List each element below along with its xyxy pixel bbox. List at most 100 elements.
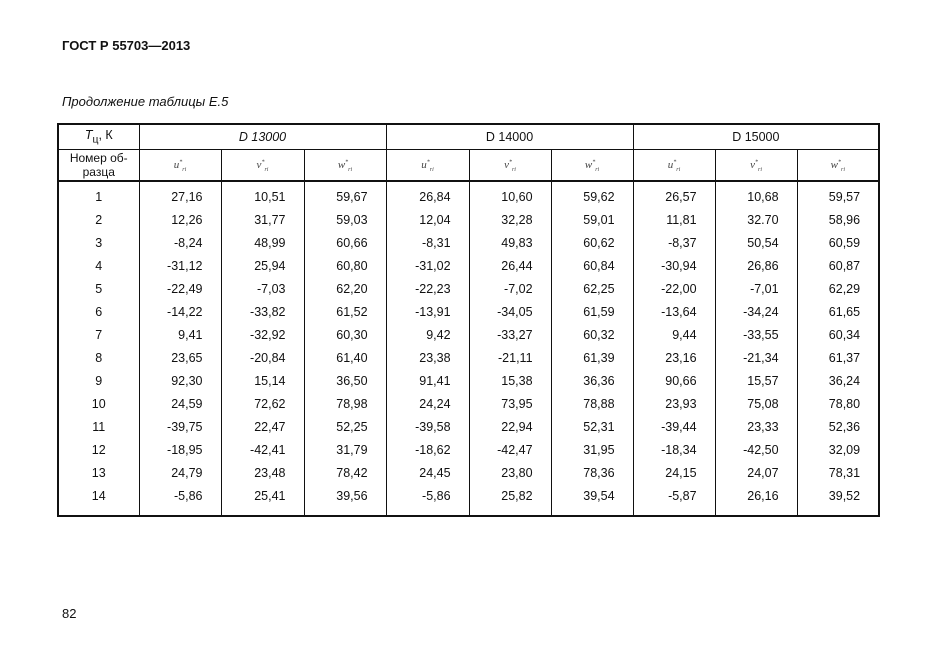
- cell: 60,66: [303, 231, 387, 254]
- cell: 39,54: [550, 484, 634, 507]
- cell: -7,01: [714, 277, 798, 300]
- symbol-sup: *: [755, 159, 758, 166]
- data-row: 5 -22,49 -7,03 62,20 -22,23 -7,02 62,25 -22,00-…: [57, 277, 880, 300]
- symbol-base: w: [584, 158, 593, 171]
- symbol-base: u: [667, 158, 674, 171]
- row-index: 8: [57, 346, 140, 369]
- data-row: 4 -31,12 25,94 60,80 -31,02 26,44 60,84 -30,94 2…: [57, 254, 880, 277]
- doc-header: ГОСТ Р 55703—2013: [62, 38, 191, 53]
- cell: 39,52: [796, 484, 880, 507]
- row-index: 2: [57, 208, 140, 231]
- cell: 24,79: [138, 461, 222, 484]
- row-index: 10: [57, 392, 140, 415]
- row-header: Номер об-разца: [57, 149, 140, 182]
- cell: 24,59: [138, 392, 222, 415]
- cell: 78,80: [796, 392, 880, 415]
- cell: -8,37: [632, 231, 716, 254]
- cell: 26,84: [385, 181, 470, 208]
- symbol-sub: ri: [511, 167, 516, 174]
- subcol-header: v*ri: [468, 149, 552, 182]
- data-row: 14 -5,86 25,41 39,56 -5,86 25,82 39,54 -5,87 26,…: [57, 484, 880, 507]
- cell: -21,11: [468, 346, 552, 369]
- symbol-base: v: [256, 158, 262, 171]
- data-row: 13 24,79 23,48 78,42 24,45 23,80 78,36 24,15 24,…: [57, 461, 880, 484]
- subheader-row: Номер об-разца u*ri v*ri w*ri u*ri v*ri w*ri u*…: [57, 149, 880, 182]
- cell: 62,20: [303, 277, 387, 300]
- cell: 60,32: [550, 323, 634, 346]
- cell: 60,62: [550, 231, 634, 254]
- cell: 90,66: [632, 369, 716, 392]
- corner-unit: , К: [98, 128, 113, 143]
- spacer: [796, 507, 880, 516]
- cell: 78,42: [303, 461, 387, 484]
- spacer: [385, 507, 470, 516]
- cell: 52,31: [550, 415, 634, 438]
- cell: 31,79: [303, 438, 387, 461]
- data-row: 11 -39,75 22,47 52,25 -39,58 22,94 52,31 -39,44…: [57, 415, 880, 438]
- cell: -5,87: [632, 484, 716, 507]
- cell: -34,24: [714, 300, 798, 323]
- cell: -7,03: [220, 277, 305, 300]
- cell: 60,30: [303, 323, 387, 346]
- symbol-sub: ri: [429, 167, 434, 174]
- cell: -42,41: [220, 438, 305, 461]
- cell: 32,09: [796, 438, 880, 461]
- corner-sub: ц: [92, 134, 99, 146]
- spacer: [303, 507, 387, 516]
- cell: -18,34: [632, 438, 716, 461]
- cell: -34,05: [468, 300, 552, 323]
- symbol-base: u: [421, 158, 427, 171]
- cell: 60,84: [550, 254, 634, 277]
- data-row: 9 92,30 15,14 36,50 91,41 15,38 36,36 90,66 15,5…: [57, 369, 880, 392]
- spacer-row: [57, 507, 880, 516]
- symbol-sub: ri: [758, 167, 763, 174]
- row-index: 5: [57, 277, 140, 300]
- cell: 32.70: [714, 208, 798, 231]
- symbol: v*ri: [504, 158, 516, 174]
- cell: 26,57: [632, 181, 716, 208]
- row-index: 4: [57, 254, 140, 277]
- spacer: [57, 507, 140, 516]
- symbol-sub: ri: [264, 167, 269, 174]
- subcol-header: u*ri: [138, 149, 222, 182]
- symbol-sub: ri: [348, 167, 353, 174]
- row-index: 13: [57, 461, 140, 484]
- group-header: D 15000: [632, 124, 880, 150]
- symbol: v*ri: [750, 159, 763, 174]
- cell: -31,12: [138, 254, 222, 277]
- cell: 10,60: [468, 181, 552, 208]
- symbol-sub: ri: [595, 167, 600, 174]
- subcol-header: v*ri: [220, 149, 305, 182]
- cell: -22,23: [385, 277, 470, 300]
- row-index: 9: [57, 369, 140, 392]
- symbol-sup: *: [426, 159, 430, 166]
- cell: 24,07: [714, 461, 798, 484]
- spacer: [138, 507, 222, 516]
- cell: -14,22: [138, 300, 222, 323]
- row-index: 11: [57, 415, 140, 438]
- symbol-base: v: [504, 158, 509, 171]
- cell: 32,28: [468, 208, 552, 231]
- cell: 36,36: [550, 369, 634, 392]
- row-header-text: Номер об-разца: [69, 151, 128, 179]
- symbol-base: w: [830, 158, 838, 171]
- cell: -33,55: [714, 323, 798, 346]
- symbol-sub: ri: [676, 167, 681, 174]
- cell: 9,42: [385, 323, 470, 346]
- cell: 59,03: [303, 208, 387, 231]
- cell: 10,68: [714, 181, 798, 208]
- cell: 78,88: [550, 392, 634, 415]
- cell: -39,58: [385, 415, 470, 438]
- symbol-sub: ri: [182, 167, 187, 174]
- data-row: 8 23,65 -20,84 61,40 23,38 -21,11 61,39 23,16 -2…: [57, 346, 880, 369]
- cell: -8,24: [138, 231, 222, 254]
- cell: 60,80: [303, 254, 387, 277]
- cell: -21,34: [714, 346, 798, 369]
- symbol: w*ri: [338, 159, 353, 174]
- cell: 60,87: [796, 254, 880, 277]
- symbol-sup: *: [673, 159, 677, 166]
- cell: -13,64: [632, 300, 716, 323]
- symbol-sub: ri: [840, 167, 845, 174]
- cell: -13,91: [385, 300, 470, 323]
- cell: -5,86: [385, 484, 470, 507]
